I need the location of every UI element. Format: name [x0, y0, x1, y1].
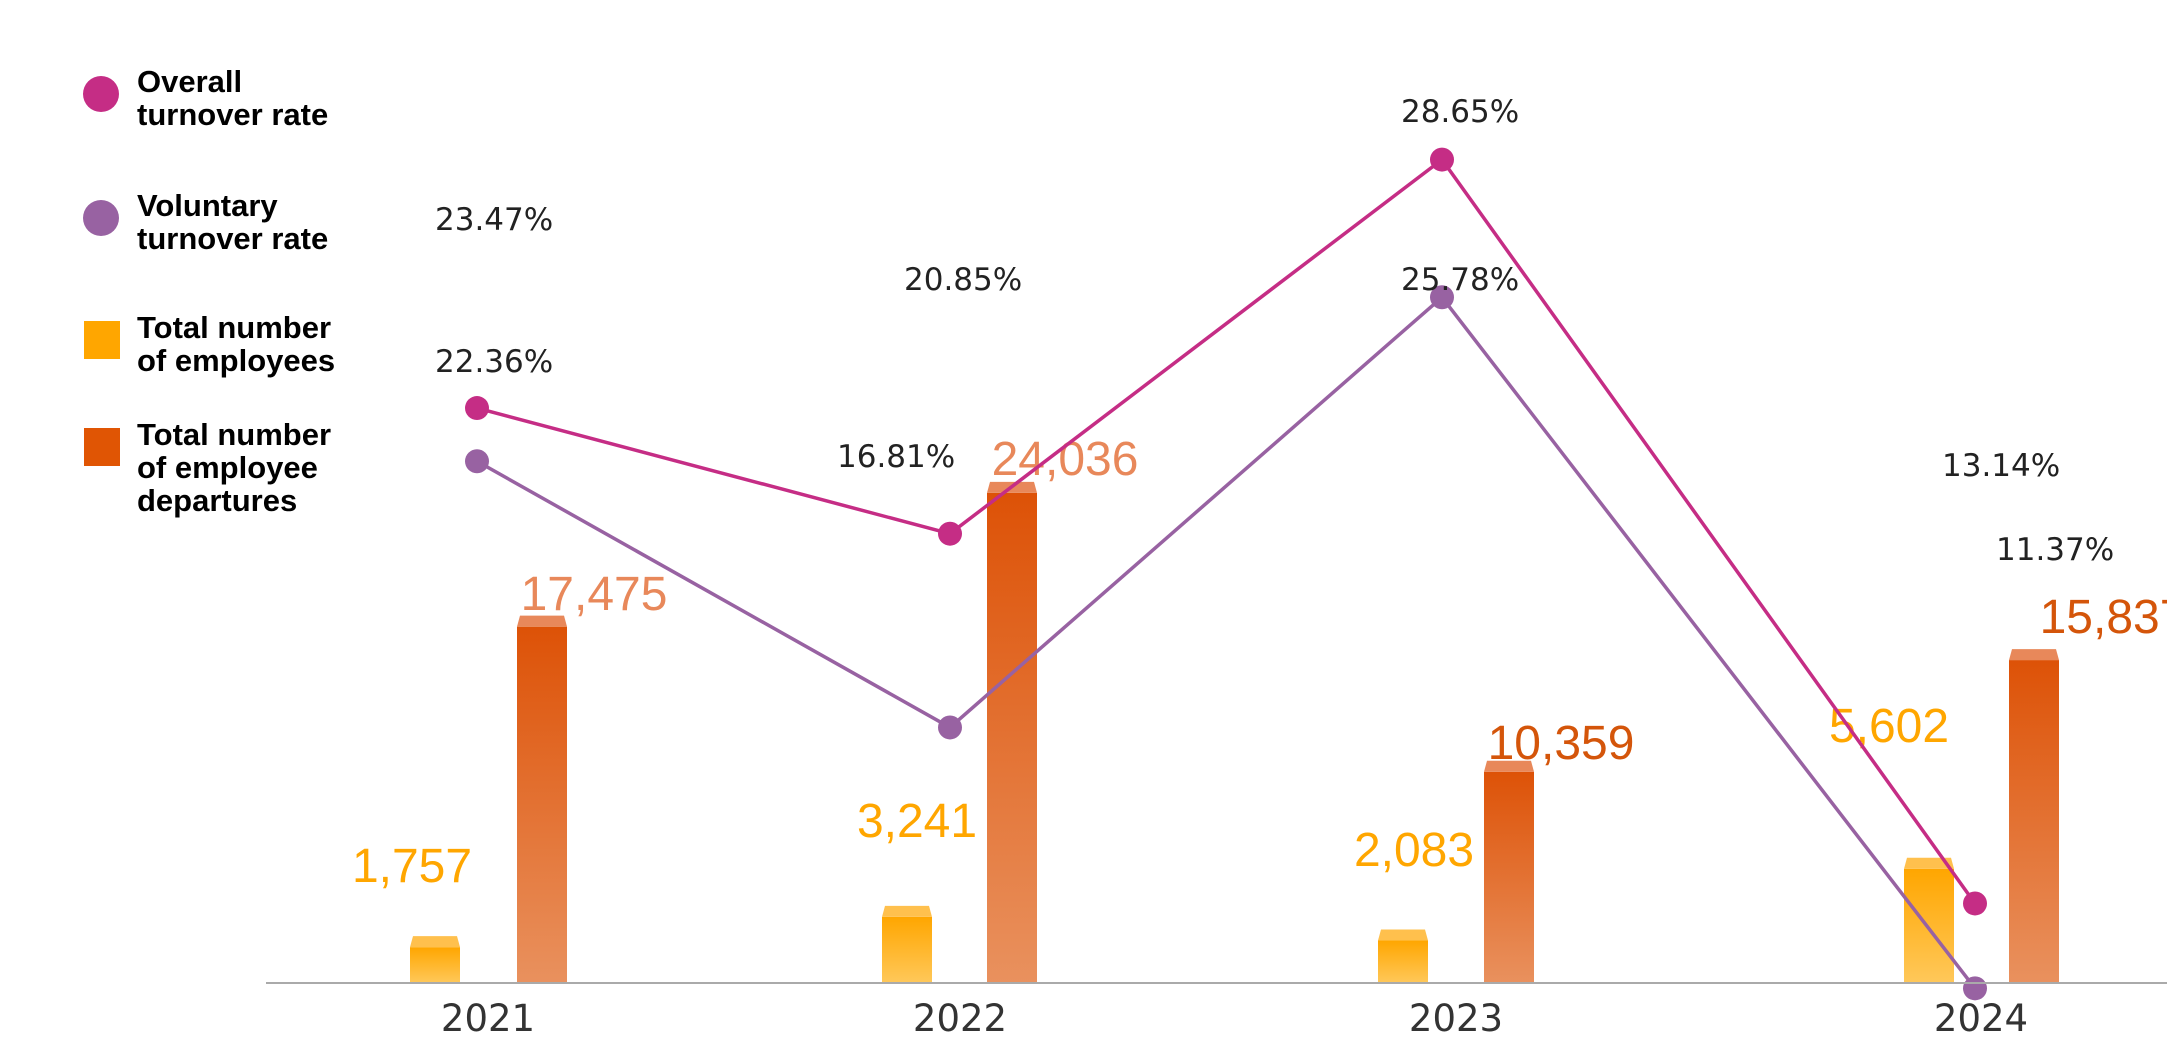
x-tick-label: 2022 — [913, 997, 1007, 1040]
x-tick-label: 2021 — [441, 997, 535, 1040]
legend-label: turnover rate — [137, 97, 328, 132]
overall-turnover-point — [938, 521, 962, 546]
x-axis: 2021 2022 2023 2024 — [266, 982, 2167, 1040]
bar-label-departures: 15,837 — [2040, 591, 2167, 644]
overall-turnover-label: 20.85% — [904, 262, 1022, 298]
bar-employees-body — [410, 947, 460, 983]
voluntary-turnover-label: 22.36% — [435, 344, 553, 380]
legend-label: Voluntary — [137, 188, 278, 223]
bar-departures-cap — [517, 615, 567, 627]
lines: 23.47% 20.85% 28.65% 13.14% 22.36% 16.81% 25.7… — [435, 94, 2114, 1001]
legend-label: Total number — [137, 310, 331, 345]
overall-turnover-label: 28.65% — [1401, 94, 1519, 130]
voluntary-turnover-point — [465, 449, 489, 474]
overall-turnover-label: 13.14% — [1942, 448, 2060, 484]
bar-departures — [1484, 760, 1534, 983]
bar-departures-cap — [1484, 760, 1534, 772]
overall-turnover-point — [1430, 147, 1454, 172]
bar-label-employees: 2,083 — [1354, 824, 1474, 877]
overall-turnover-label: 23.47% — [435, 202, 553, 238]
x-tick-label: 2023 — [1409, 997, 1503, 1040]
bar-employees — [1378, 929, 1428, 983]
legend-marker-square — [84, 428, 120, 466]
bar-departures-body — [2009, 660, 2059, 983]
overall-turnover-point — [465, 396, 489, 421]
overall-turnover-point — [1963, 891, 1987, 916]
bar-label-departures: 24,036 — [992, 433, 1139, 486]
x-tick-label: 2024 — [1934, 997, 2028, 1040]
bar-employees — [1904, 857, 1954, 983]
bar-departures-body — [1484, 771, 1534, 983]
bar-label-employees: 1,757 — [352, 840, 472, 893]
voluntary-turnover-label: 11.37% — [1996, 532, 2114, 568]
bar-departures-body — [517, 626, 567, 983]
bar-employees-cap — [882, 905, 932, 917]
bar-departures — [2009, 649, 2059, 983]
bar-employees-body — [882, 916, 932, 983]
legend-label: departures — [137, 483, 297, 518]
bar-employees-cap — [1378, 929, 1428, 941]
bar-departures-cap — [2009, 649, 2059, 661]
bar-employees-cap — [410, 936, 460, 948]
voluntary-turnover-label: 25.78% — [1401, 262, 1519, 298]
bar-employees — [410, 936, 460, 983]
bar-departures — [517, 615, 567, 983]
legend-marker-circle — [83, 200, 119, 236]
bar-label-departures: 17,475 — [521, 568, 668, 621]
bar-employees-cap — [1904, 857, 1954, 869]
bar-departures-body — [987, 492, 1037, 983]
bar-departures — [987, 481, 1037, 983]
bar-label-employees: 3,241 — [857, 795, 977, 848]
bar-employees-body — [1378, 940, 1428, 983]
voluntary-turnover-line — [476, 294, 1977, 990]
legend-label: turnover rate — [137, 221, 328, 256]
legend-label: Overall — [137, 64, 242, 99]
legend-marker-circle — [83, 76, 119, 112]
legend-label: of employee — [137, 450, 318, 485]
bar-label-departures: 10,359 — [1488, 717, 1635, 770]
voluntary-turnover-label: 16.81% — [837, 439, 955, 475]
legend-marker-square — [84, 321, 120, 359]
bar-employees — [882, 905, 932, 983]
bars: 1,7573,2412,0835,60217,47524,03610,35915… — [352, 433, 2167, 983]
voluntary-turnover-point — [1430, 285, 1454, 310]
legend-label: Total number — [137, 417, 331, 452]
legend-label: of employees — [137, 343, 335, 378]
voluntary-turnover-point — [938, 715, 962, 740]
overall-turnover-line — [476, 157, 1977, 905]
